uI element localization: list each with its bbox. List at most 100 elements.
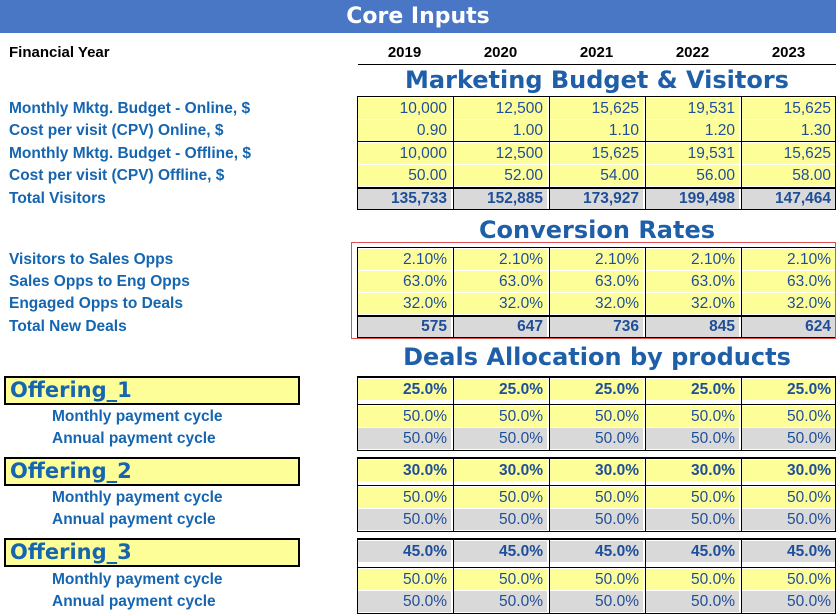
cell-offering-2-annual-2021[interactable]: 50.0% bbox=[550, 509, 643, 530]
cell-offering-3-annual-2019[interactable]: 50.0% bbox=[358, 591, 451, 612]
cell-total-new-deals-2020[interactable]: 647 bbox=[454, 316, 547, 337]
cell-budget-offline-2020[interactable]: 12,500 bbox=[454, 143, 547, 164]
row-border bbox=[357, 567, 836, 568]
cell-total-visitors-2021[interactable]: 173,927 bbox=[550, 188, 643, 209]
cell-offering-3-share-2021[interactable]: 45.0% bbox=[550, 541, 643, 562]
cell-visitors-to-sales-opps-2019[interactable]: 2.10% bbox=[358, 249, 451, 270]
cell-cpv-offline-2022[interactable]: 56.00 bbox=[646, 165, 739, 186]
label-budget-offline: Monthly Mktg. Budget - Offline, $ bbox=[9, 145, 251, 162]
cell-offering-1-share-2020[interactable]: 25.0% bbox=[454, 379, 547, 400]
cell-offering-3-monthly-2019[interactable]: 50.0% bbox=[358, 569, 451, 590]
cell-budget-online-2021[interactable]: 15,625 bbox=[550, 98, 643, 119]
cell-offering-1-annual-2021[interactable]: 50.0% bbox=[550, 428, 643, 449]
cell-sales-to-eng-opps-2022[interactable]: 63.0% bbox=[646, 271, 739, 292]
cell-offering-3-monthly-2021[interactable]: 50.0% bbox=[550, 569, 643, 590]
cell-total-visitors-2019[interactable]: 135,733 bbox=[358, 188, 451, 209]
cell-cpv-online-2021[interactable]: 1.10 bbox=[550, 120, 643, 141]
cell-offering-2-annual-2020[interactable]: 50.0% bbox=[454, 509, 547, 530]
cell-offering-1-monthly-2019[interactable]: 50.0% bbox=[358, 406, 451, 427]
cell-sales-to-eng-opps-2021[interactable]: 63.0% bbox=[550, 271, 643, 292]
cell-total-new-deals-2019[interactable]: 575 bbox=[358, 316, 451, 337]
cell-offering-3-share-2019[interactable]: 45.0% bbox=[358, 541, 451, 562]
year-header-2023: 2023 bbox=[771, 44, 806, 61]
cell-visitors-to-sales-opps-2023[interactable]: 2.10% bbox=[742, 249, 835, 270]
cell-visitors-to-sales-opps-2021[interactable]: 2.10% bbox=[550, 249, 643, 270]
cell-offering-1-monthly-2022[interactable]: 50.0% bbox=[646, 406, 739, 427]
cell-offering-2-annual-2023[interactable]: 50.0% bbox=[742, 509, 835, 530]
row-border bbox=[357, 247, 836, 248]
cell-border bbox=[549, 538, 550, 613]
cell-offering-1-monthly-2023[interactable]: 50.0% bbox=[742, 406, 835, 427]
cell-offering-1-share-2022[interactable]: 25.0% bbox=[646, 379, 739, 400]
cell-offering-2-annual-2019[interactable]: 50.0% bbox=[358, 509, 451, 530]
cell-offering-1-annual-2019[interactable]: 50.0% bbox=[358, 428, 451, 449]
cell-total-visitors-2020[interactable]: 152,885 bbox=[454, 188, 547, 209]
cell-sales-to-eng-opps-2020[interactable]: 63.0% bbox=[454, 271, 547, 292]
cell-visitors-to-sales-opps-2022[interactable]: 2.10% bbox=[646, 249, 739, 270]
cell-sales-to-eng-opps-2023[interactable]: 63.0% bbox=[742, 271, 835, 292]
cell-cpv-online-2022[interactable]: 1.20 bbox=[646, 120, 739, 141]
section-heading-conversion: Conversion Rates bbox=[478, 216, 716, 244]
cell-offering-3-annual-2023[interactable]: 50.0% bbox=[742, 591, 835, 612]
cell-offering-3-monthly-2020[interactable]: 50.0% bbox=[454, 569, 547, 590]
cell-offering-3-share-2022[interactable]: 45.0% bbox=[646, 541, 739, 562]
cell-budget-online-2020[interactable]: 12,500 bbox=[454, 98, 547, 119]
cell-budget-offline-2019[interactable]: 10,000 bbox=[358, 143, 451, 164]
cell-offering-1-annual-2020[interactable]: 50.0% bbox=[454, 428, 547, 449]
cell-offering-2-annual-2022[interactable]: 50.0% bbox=[646, 509, 739, 530]
cell-offering-1-share-2019[interactable]: 25.0% bbox=[358, 379, 451, 400]
cell-total-visitors-2023[interactable]: 147,464 bbox=[742, 188, 835, 209]
cell-cpv-offline-2019[interactable]: 50.00 bbox=[358, 165, 451, 186]
offering-2-label[interactable]: Offering_2 bbox=[4, 457, 300, 486]
cell-offering-2-monthly-2020[interactable]: 50.0% bbox=[454, 487, 547, 508]
cell-visitors-to-sales-opps-2020[interactable]: 2.10% bbox=[454, 249, 547, 270]
cell-budget-online-2022[interactable]: 19,531 bbox=[646, 98, 739, 119]
cell-offering-2-monthly-2021[interactable]: 50.0% bbox=[550, 487, 643, 508]
cell-offering-3-monthly-2023[interactable]: 50.0% bbox=[742, 569, 835, 590]
cell-offering-2-share-2023[interactable]: 30.0% bbox=[742, 460, 835, 481]
cell-offering-3-monthly-2022[interactable]: 50.0% bbox=[646, 569, 739, 590]
cell-offering-2-share-2022[interactable]: 30.0% bbox=[646, 460, 739, 481]
cell-offering-1-annual-2023[interactable]: 50.0% bbox=[742, 428, 835, 449]
cell-offering-2-share-2020[interactable]: 30.0% bbox=[454, 460, 547, 481]
cell-offering-1-monthly-2020[interactable]: 50.0% bbox=[454, 406, 547, 427]
cell-offering-3-annual-2020[interactable]: 50.0% bbox=[454, 591, 547, 612]
cell-total-visitors-2022[interactable]: 199,498 bbox=[646, 188, 739, 209]
cell-offering-3-share-2023[interactable]: 45.0% bbox=[742, 541, 835, 562]
cell-budget-offline-2021[interactable]: 15,625 bbox=[550, 143, 643, 164]
cell-eng-opps-to-deals-2023[interactable]: 32.0% bbox=[742, 293, 835, 314]
cell-cpv-online-2019[interactable]: 0.90 bbox=[358, 120, 451, 141]
cell-budget-online-2023[interactable]: 15,625 bbox=[742, 98, 835, 119]
cell-offering-3-annual-2022[interactable]: 50.0% bbox=[646, 591, 739, 612]
offering-1-label[interactable]: Offering_1 bbox=[4, 376, 300, 405]
cell-offering-1-share-2023[interactable]: 25.0% bbox=[742, 379, 835, 400]
cell-eng-opps-to-deals-2020[interactable]: 32.0% bbox=[454, 293, 547, 314]
cell-offering-3-share-2020[interactable]: 45.0% bbox=[454, 541, 547, 562]
cell-budget-online-2019[interactable]: 10,000 bbox=[358, 98, 451, 119]
cell-eng-opps-to-deals-2019[interactable]: 32.0% bbox=[358, 293, 451, 314]
cell-offering-2-share-2019[interactable]: 30.0% bbox=[358, 460, 451, 481]
cell-sales-to-eng-opps-2019[interactable]: 63.0% bbox=[358, 271, 451, 292]
cell-cpv-offline-2020[interactable]: 52.00 bbox=[454, 165, 547, 186]
cell-budget-offline-2023[interactable]: 15,625 bbox=[742, 143, 835, 164]
cell-offering-3-annual-2021[interactable]: 50.0% bbox=[550, 591, 643, 612]
cell-cpv-online-2020[interactable]: 1.00 bbox=[454, 120, 547, 141]
cell-eng-opps-to-deals-2022[interactable]: 32.0% bbox=[646, 293, 739, 314]
row-border bbox=[357, 450, 836, 451]
cell-offering-1-monthly-2021[interactable]: 50.0% bbox=[550, 406, 643, 427]
cell-budget-offline-2022[interactable]: 19,531 bbox=[646, 143, 739, 164]
cell-cpv-offline-2023[interactable]: 58.00 bbox=[742, 165, 835, 186]
offering-3-label[interactable]: Offering_3 bbox=[4, 538, 300, 567]
cell-offering-2-monthly-2022[interactable]: 50.0% bbox=[646, 487, 739, 508]
cell-cpv-offline-2021[interactable]: 54.00 bbox=[550, 165, 643, 186]
cell-offering-1-share-2021[interactable]: 25.0% bbox=[550, 379, 643, 400]
cell-offering-2-monthly-2023[interactable]: 50.0% bbox=[742, 487, 835, 508]
cell-offering-2-share-2021[interactable]: 30.0% bbox=[550, 460, 643, 481]
cell-offering-2-monthly-2019[interactable]: 50.0% bbox=[358, 487, 451, 508]
cell-total-new-deals-2023[interactable]: 624 bbox=[742, 316, 835, 337]
cell-offering-1-annual-2022[interactable]: 50.0% bbox=[646, 428, 739, 449]
cell-total-new-deals-2022[interactable]: 845 bbox=[646, 316, 739, 337]
cell-total-new-deals-2021[interactable]: 736 bbox=[550, 316, 643, 337]
cell-eng-opps-to-deals-2021[interactable]: 32.0% bbox=[550, 293, 643, 314]
cell-cpv-online-2023[interactable]: 1.30 bbox=[742, 120, 835, 141]
